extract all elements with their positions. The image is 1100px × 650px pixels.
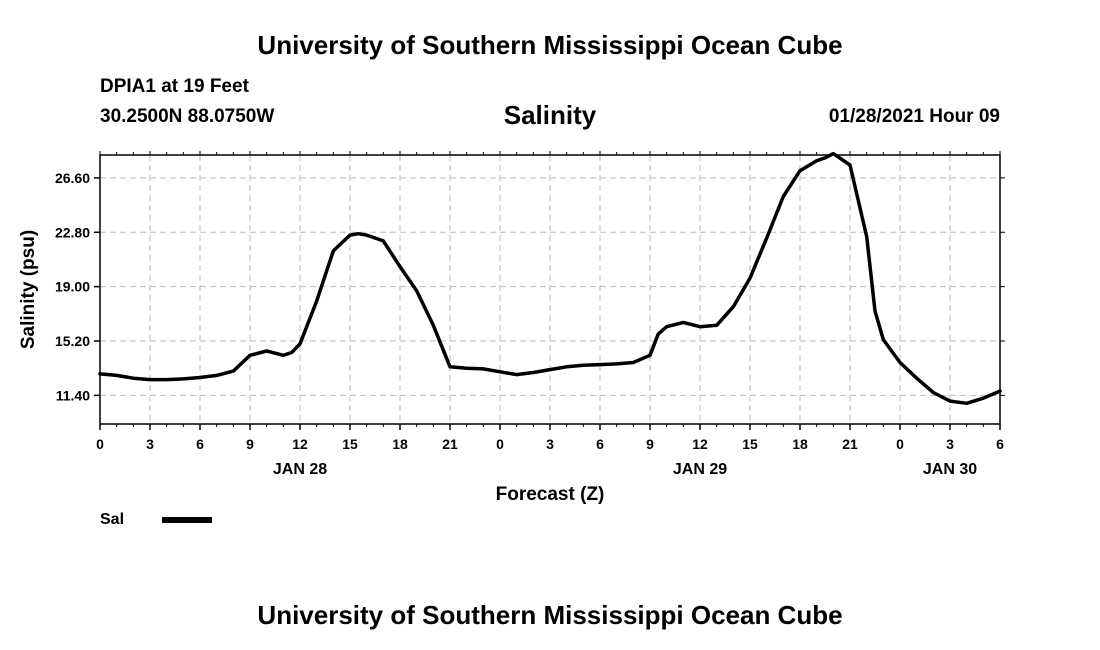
x-tick-label: 3 — [946, 436, 954, 452]
x-axis-label: Forecast (Z) — [496, 484, 605, 505]
x-axis: 0 3 6 9 12 15 18 21 0 3 6 9 12 15 18 21 0 3 6 — [96, 151, 1004, 452]
page-title-top: University of Southern Mississippi Ocean… — [257, 30, 843, 60]
y-axis-label: Salinity (psu) — [18, 230, 39, 349]
x-tick-label: 9 — [246, 436, 254, 452]
chart-title: Salinity — [503, 100, 597, 130]
station-name: DPIA1 at 19 Feet — [100, 76, 249, 97]
x-tick-label: 9 — [646, 436, 654, 452]
y-tick-label: 19.00 — [55, 279, 90, 295]
y-tick-label: 15.20 — [55, 333, 90, 349]
forecast-issued-time: 01/28/2021 Hour 09 — [828, 106, 1000, 127]
x-tick-label: 21 — [442, 436, 458, 452]
x-tick-label: 12 — [292, 436, 308, 452]
y-tick-label: 26.60 — [55, 170, 90, 186]
y-axis: 11.40 15.20 19.00 22.80 26.60 — [55, 170, 1005, 403]
x-tick-label: 6 — [196, 436, 204, 452]
x-tick-label: 18 — [392, 436, 408, 452]
x-tick-label: 12 — [692, 436, 708, 452]
x-tick-label: 0 — [896, 436, 904, 452]
x-tick-label: 6 — [596, 436, 604, 452]
grid — [100, 155, 1000, 424]
y-tick-label: 22.80 — [55, 224, 90, 240]
date-label: JAN 30 — [923, 461, 977, 478]
x-tick-label: 18 — [792, 436, 808, 452]
x-tick-label: 3 — [546, 436, 554, 452]
x-tick-label: 15 — [342, 436, 358, 452]
salinity-line — [98, 151, 1002, 406]
x-tick-label: 0 — [96, 436, 104, 452]
date-label: JAN 28 — [273, 461, 327, 478]
date-label: JAN 29 — [673, 461, 727, 478]
legend-label: Sal — [100, 511, 124, 528]
date-labels: JAN 28 JAN 29 JAN 30 — [273, 461, 977, 478]
x-tick-label: 15 — [742, 436, 758, 452]
y-tick-label: 11.40 — [56, 387, 90, 403]
x-tick-label: 21 — [842, 436, 858, 452]
x-tick-label: 3 — [146, 436, 154, 452]
station-coordinates: 30.2500N 88.0750W — [100, 106, 275, 127]
x-tick-label: 0 — [496, 436, 504, 452]
x-tick-label: 6 — [996, 436, 1004, 452]
page-title-bottom: University of Southern Mississippi Ocean… — [257, 600, 843, 630]
